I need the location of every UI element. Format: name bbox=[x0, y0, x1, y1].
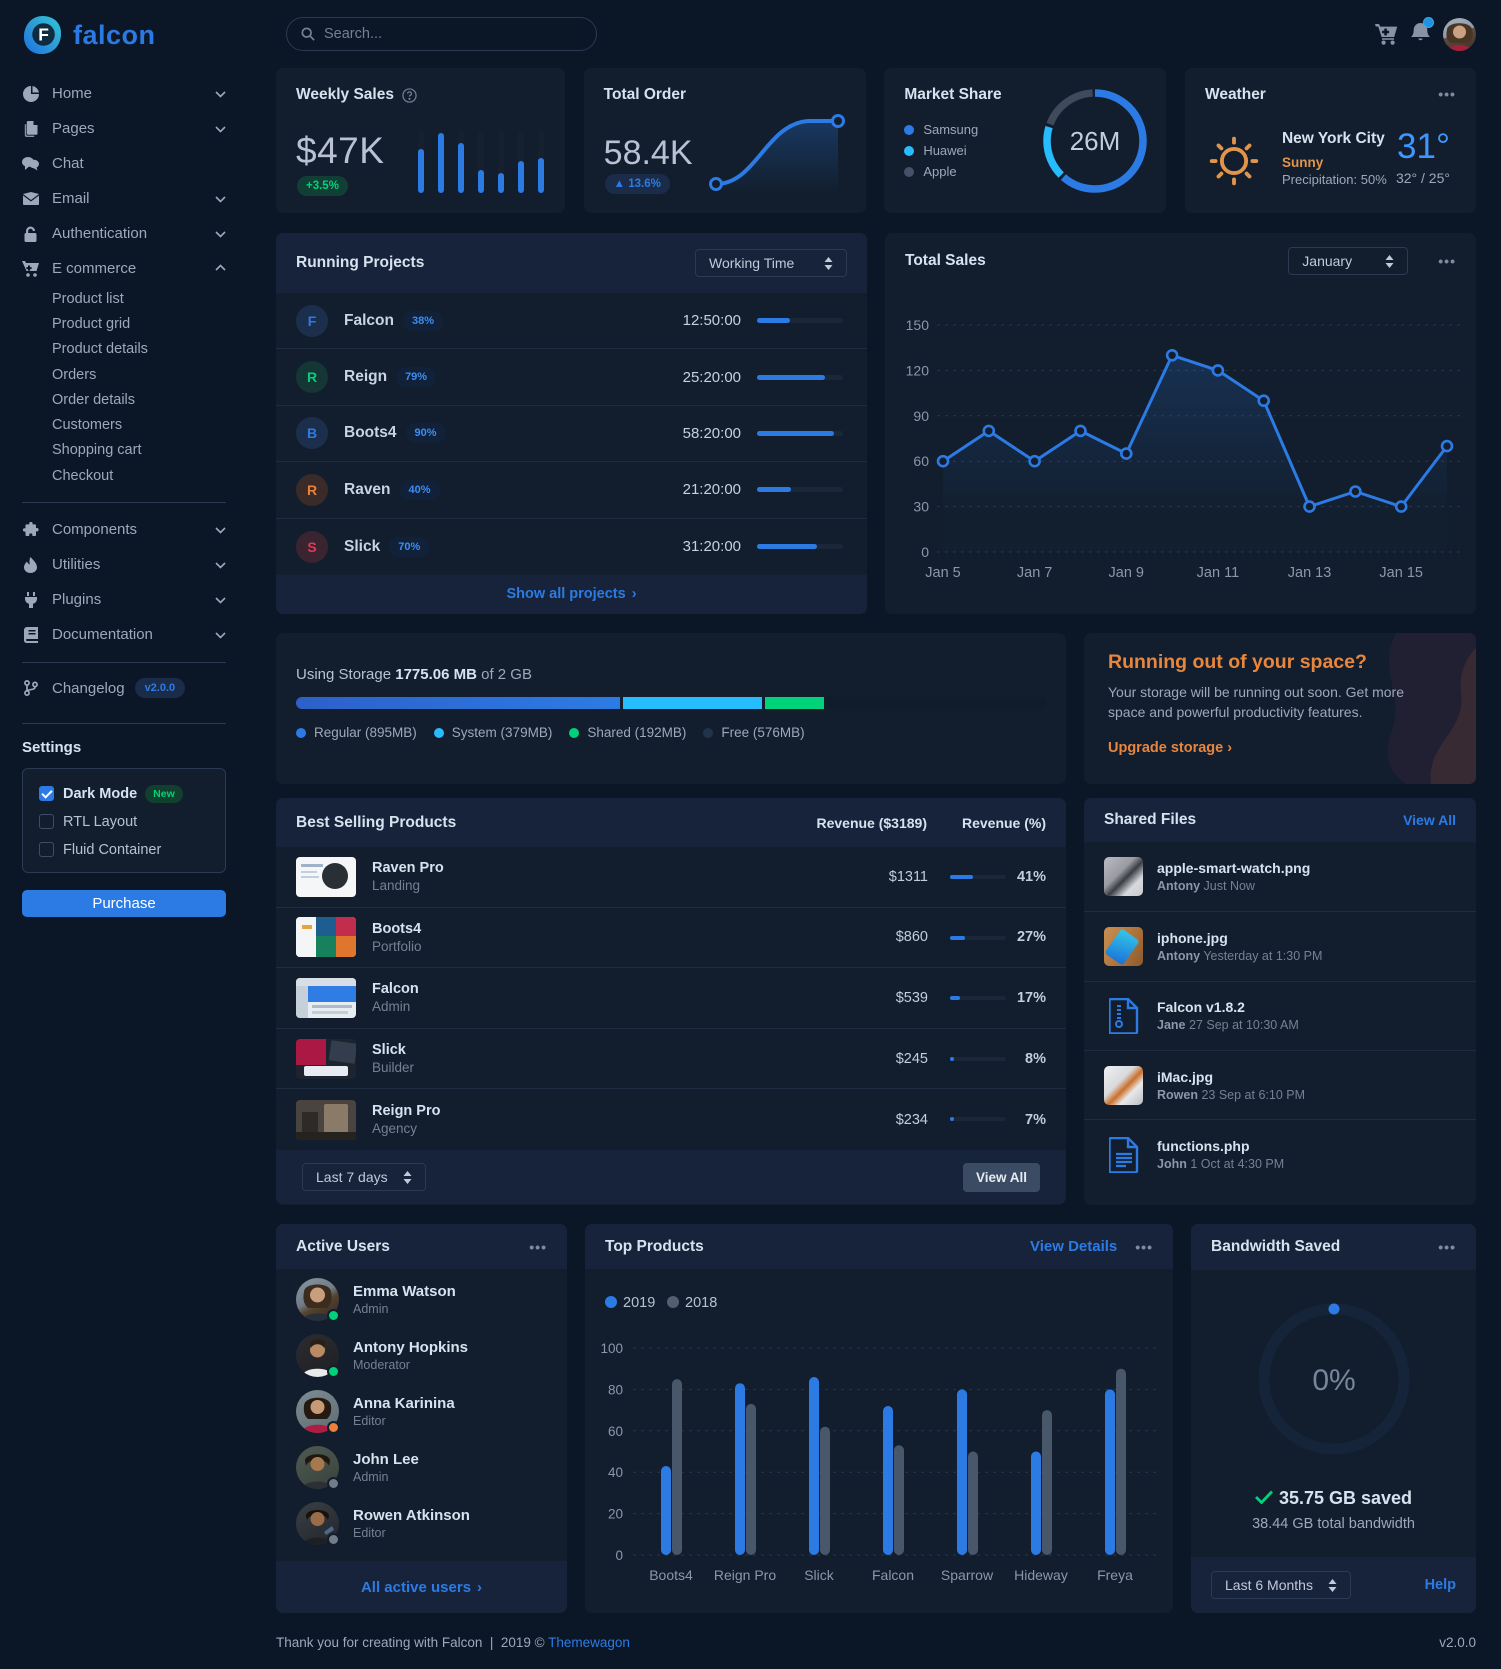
svg-text:Slick: Slick bbox=[804, 1567, 835, 1583]
svg-text:0: 0 bbox=[921, 544, 929, 560]
svg-text:60: 60 bbox=[913, 453, 929, 469]
svg-text:90: 90 bbox=[913, 408, 929, 424]
svg-text:30: 30 bbox=[913, 499, 929, 515]
svg-text:Hideway: Hideway bbox=[1014, 1567, 1068, 1583]
svg-text:20: 20 bbox=[608, 1507, 623, 1522]
svg-text:120: 120 bbox=[906, 362, 930, 378]
svg-text:26M: 26M bbox=[1070, 126, 1121, 156]
svg-text:80: 80 bbox=[608, 1382, 623, 1397]
svg-text:Jan 15: Jan 15 bbox=[1379, 565, 1423, 581]
svg-text:2019: 2019 bbox=[623, 1295, 655, 1311]
svg-text:150: 150 bbox=[906, 317, 930, 333]
svg-text:Jan 9: Jan 9 bbox=[1109, 565, 1144, 581]
svg-text:0%: 0% bbox=[1312, 1364, 1355, 1397]
svg-text:Falcon: Falcon bbox=[872, 1567, 914, 1583]
svg-text:2018: 2018 bbox=[685, 1295, 717, 1311]
svg-text:Freya: Freya bbox=[1097, 1567, 1133, 1583]
svg-text:Jan 11: Jan 11 bbox=[1197, 565, 1239, 581]
svg-text:Jan 13: Jan 13 bbox=[1288, 565, 1332, 581]
svg-text:F: F bbox=[38, 24, 49, 44]
svg-text:Jan 7: Jan 7 bbox=[1017, 565, 1052, 581]
svg-text:Sparrow: Sparrow bbox=[941, 1567, 994, 1583]
svg-text:Reign Pro: Reign Pro bbox=[714, 1567, 776, 1583]
svg-text:40: 40 bbox=[608, 1465, 623, 1480]
svg-text:Jan 5: Jan 5 bbox=[925, 565, 960, 581]
svg-text:0: 0 bbox=[615, 1548, 623, 1563]
svg-text:100: 100 bbox=[600, 1341, 623, 1356]
svg-text:60: 60 bbox=[608, 1424, 623, 1439]
svg-text:Boots4: Boots4 bbox=[649, 1567, 693, 1583]
